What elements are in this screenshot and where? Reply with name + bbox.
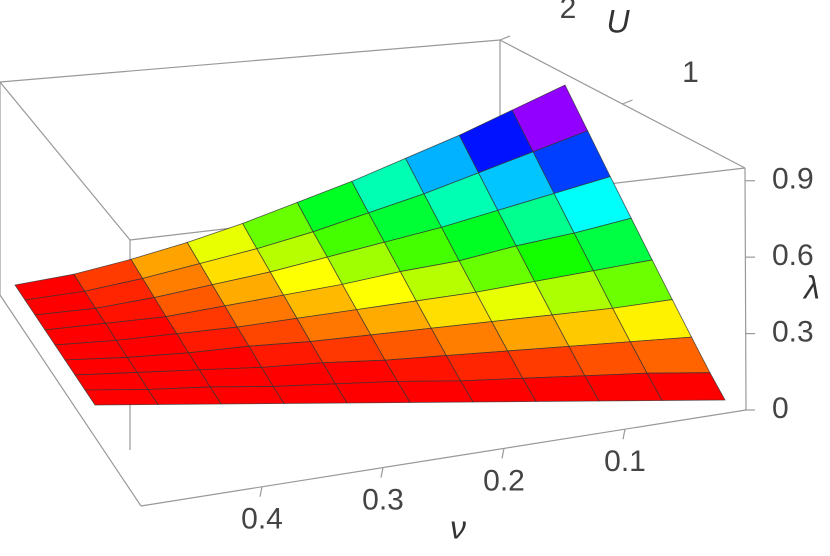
box-edge — [0, 81, 131, 241]
y-tick-label: 2 — [560, 0, 577, 25]
y-axis-label: U — [606, 3, 630, 39]
x-tick — [380, 467, 384, 478]
surface-patch — [322, 359, 399, 385]
box-edge — [0, 294, 142, 507]
y-tick — [622, 99, 633, 105]
x-tick — [622, 429, 626, 440]
surface-patch — [64, 357, 138, 376]
surface-patch — [260, 362, 337, 387]
z-tick-label: 0.6 — [772, 239, 814, 272]
surface-patch — [84, 389, 159, 406]
surface-patch — [198, 366, 274, 388]
x-tick — [259, 486, 263, 497]
z-axis-label: λ — [802, 269, 820, 305]
surface-patch — [209, 386, 285, 405]
surface-patch — [147, 386, 222, 405]
z-tick-label: 0.3 — [772, 316, 814, 349]
y-tick-label: 1 — [682, 56, 699, 89]
y-tick — [499, 35, 511, 41]
z-tick-label: 0 — [772, 392, 789, 425]
surface-patch — [272, 383, 348, 404]
x-tick-label: 0.4 — [241, 503, 283, 536]
box-edge — [0, 39, 501, 83]
box-edge — [140, 409, 747, 507]
z-tick-label: 0.9 — [772, 163, 814, 196]
axes: 0.1 0.2 0.3 0.4 1 2 0 0.3 0.6 0.9 — [241, 0, 814, 536]
surface-patch — [74, 372, 149, 391]
x-tick-label: 0.3 — [362, 484, 404, 517]
x-tick — [501, 448, 505, 459]
x-tick-label: 0.1 — [604, 445, 646, 478]
surface-patch — [136, 369, 211, 390]
x-tick-label: 0.2 — [483, 464, 525, 497]
surface-patch — [459, 377, 537, 403]
surface — [14, 84, 726, 406]
box-edge — [744, 167, 747, 411]
surface-patch — [396, 380, 474, 403]
x-axis-label: ν — [450, 509, 466, 545]
surface-patch — [334, 380, 411, 404]
